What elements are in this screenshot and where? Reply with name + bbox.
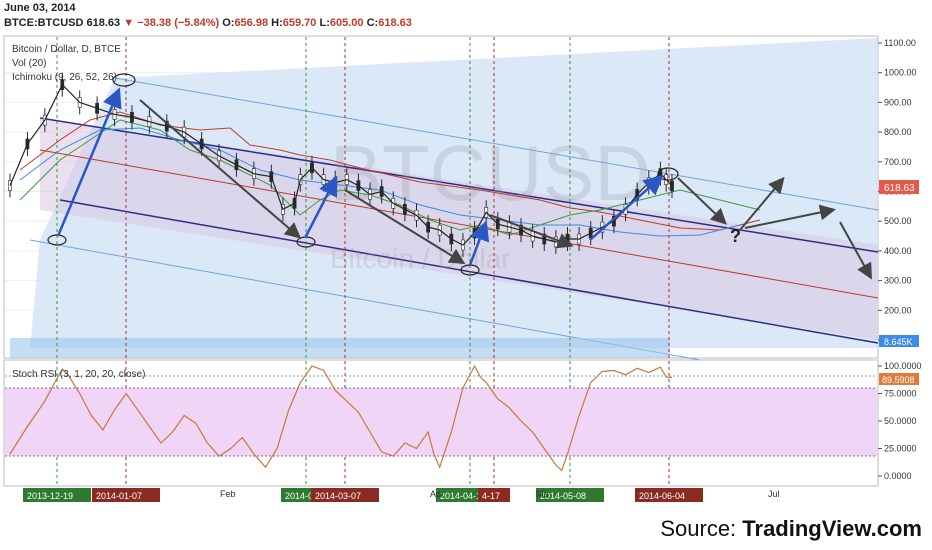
y-tick-label: 1100.00: [884, 38, 916, 48]
down-arrow-1: [139, 99, 302, 239]
close-value: 618.63: [378, 17, 412, 29]
volume-tag: [879, 335, 919, 347]
channel-mid-lower-line: [59, 199, 879, 344]
rsi-tick-label: 100.0000: [884, 361, 922, 371]
date-marker-box: [23, 488, 91, 502]
x-tick-label: Feb: [220, 489, 236, 499]
chart-date: June 03, 2014: [4, 2, 76, 14]
question-mark: ?: [730, 226, 741, 246]
y-tick-label: 300.00: [884, 276, 912, 286]
date-marker-label: 2014-06-04: [639, 491, 685, 501]
up-arrow-1: [56, 87, 122, 237]
watermark-sub: Bitcoin / Dollar: [330, 243, 511, 274]
open-value: 656.98: [234, 17, 269, 29]
y-tick-label: 200.00: [884, 305, 912, 315]
price-change: −38.38 (−5.84%): [137, 17, 220, 29]
down-arrow-2: [344, 189, 466, 265]
bottom-ellipse-1: [47, 234, 67, 246]
ichimoku-label: Ichimoku (9, 26, 52, 26): [12, 72, 117, 83]
date-marker-label: 4-17: [482, 491, 500, 501]
y-tick-label: 400.00: [884, 246, 912, 256]
close-label: C:: [366, 17, 379, 29]
down-arrow-3: [489, 214, 574, 249]
date-marker-box: [536, 488, 604, 502]
quote-header: BTCE:BTCUSD 618.63 ▼ −38.38 (−5.84%) O:6…: [4, 17, 412, 29]
last-price: 618.63: [86, 17, 121, 29]
symbol[interactable]: BTCE:BTCUSD: [4, 17, 84, 29]
x-tick-label: Ma: [536, 489, 549, 499]
up-arrow-2: [303, 175, 338, 239]
y-tick-label: 500.00: [884, 216, 912, 226]
volume-tag-text: 8.645K: [884, 337, 913, 347]
y-tick-label: 900.00: [884, 97, 912, 107]
date-marker-label: 2014-02: [285, 491, 318, 501]
open-label: O:: [222, 17, 235, 29]
date-marker-label: 2014-03-07: [315, 491, 361, 501]
top-ellipse-2: [657, 167, 679, 181]
channel-median-line: [39, 149, 879, 299]
date-marker-box: [311, 488, 379, 502]
rsi-label: Stoch RSI (3, 1, 20, 20, close): [12, 369, 145, 380]
volume-area: [10, 338, 670, 358]
y-tick-label: 800.00: [884, 127, 912, 137]
y-tick-label: 1000.00: [884, 68, 917, 78]
source-prefix: Source:: [660, 516, 743, 541]
forecast-arrow-down: [677, 177, 727, 225]
y-tick-label: 700.00: [884, 157, 912, 167]
watermark: BTCUSD: [330, 129, 651, 217]
rsi-tag-text: 89.5908: [882, 375, 915, 385]
forecast-arrow-flat: [744, 204, 836, 229]
rsi-tag: [879, 373, 919, 385]
low-label: L:: [319, 17, 330, 29]
date-marker-label: 2014-05-08: [540, 491, 586, 501]
x-tick-label: Apr: [430, 489, 444, 499]
volume-label: Vol (20): [12, 58, 46, 69]
down-arrow-icon: ▼: [123, 17, 135, 29]
forecast-arrow-fall: [839, 221, 872, 280]
date-marker-label: 2013-12-19: [27, 491, 73, 501]
low-value: 605.00: [329, 17, 364, 29]
forecast-arrow-up: [739, 176, 785, 231]
top-ellipse-1: [112, 73, 136, 87]
price-line: [9, 83, 673, 246]
price-tag: [879, 180, 919, 194]
source-credit: Source: TradingView.com: [660, 516, 922, 542]
date-marker-box: [92, 488, 160, 502]
rsi-tick-label: 0.0000: [884, 471, 912, 481]
date-marker-label: 2014-01-07: [96, 491, 142, 501]
chart-title: Bitcoin / Dollar, D, BTCE: [12, 44, 121, 55]
up-arrow-4: [589, 174, 664, 241]
price-tag-text: 618.63: [884, 183, 915, 194]
date-marker-label: 2014-04-11: [440, 491, 485, 501]
date-marker-box: [478, 488, 510, 502]
source-brand[interactable]: TradingView.com: [742, 516, 922, 541]
rsi-line: [9, 364, 673, 472]
x-tick-label: Jul: [768, 489, 780, 499]
high-value: 659.70: [282, 17, 317, 29]
rsi-axis: 100.0000 75.0000 50.0000 25.0000 0.0000: [878, 361, 922, 481]
rsi-band: [5, 388, 877, 456]
date-marker-box: [635, 488, 703, 502]
time-axis: Feb Apr Ma Jul: [220, 489, 780, 499]
rsi-tick-label: 50.0000: [884, 416, 917, 426]
rsi-tick-label: 75.0000: [884, 389, 917, 399]
high-label: H:: [271, 17, 283, 29]
rsi-tick-label: 25.0000: [884, 444, 917, 454]
channel-upper-line: [114, 77, 879, 211]
up-arrow-3: [468, 220, 490, 266]
